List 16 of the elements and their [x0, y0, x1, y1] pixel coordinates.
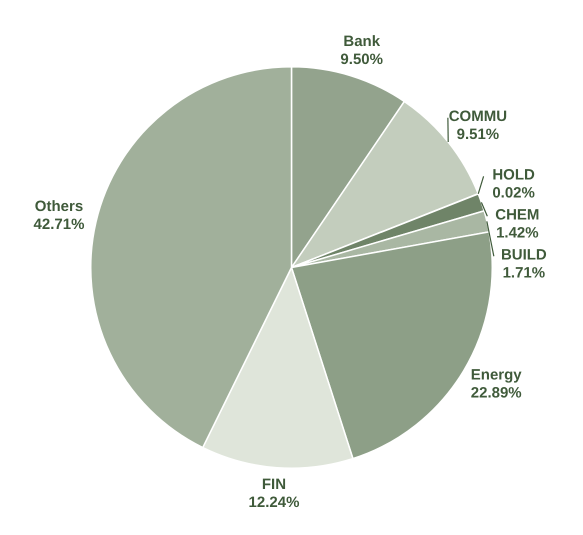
data-label: 1.71% — [502, 264, 546, 282]
data-label: 1.42% — [496, 224, 539, 242]
data-label: 9.51% — [456, 126, 500, 143]
slice-label: CHEM — [495, 206, 540, 224]
data-label: 9.50% — [340, 50, 383, 68]
slice-label: FIN — [262, 476, 286, 493]
data-label: 22.89% — [470, 384, 522, 402]
slice-label: Energy — [470, 366, 522, 384]
slice-label: Others — [34, 198, 84, 216]
data-label: 42.71% — [34, 216, 84, 234]
data-label: 0.02% — [492, 184, 535, 202]
slice-label: Bank — [343, 32, 381, 50]
slice-label: COMMU — [448, 108, 508, 125]
data-label: 12.24% — [248, 494, 300, 511]
slice-label: HOLD — [492, 166, 536, 184]
slice-label: BUILD — [500, 246, 547, 264]
